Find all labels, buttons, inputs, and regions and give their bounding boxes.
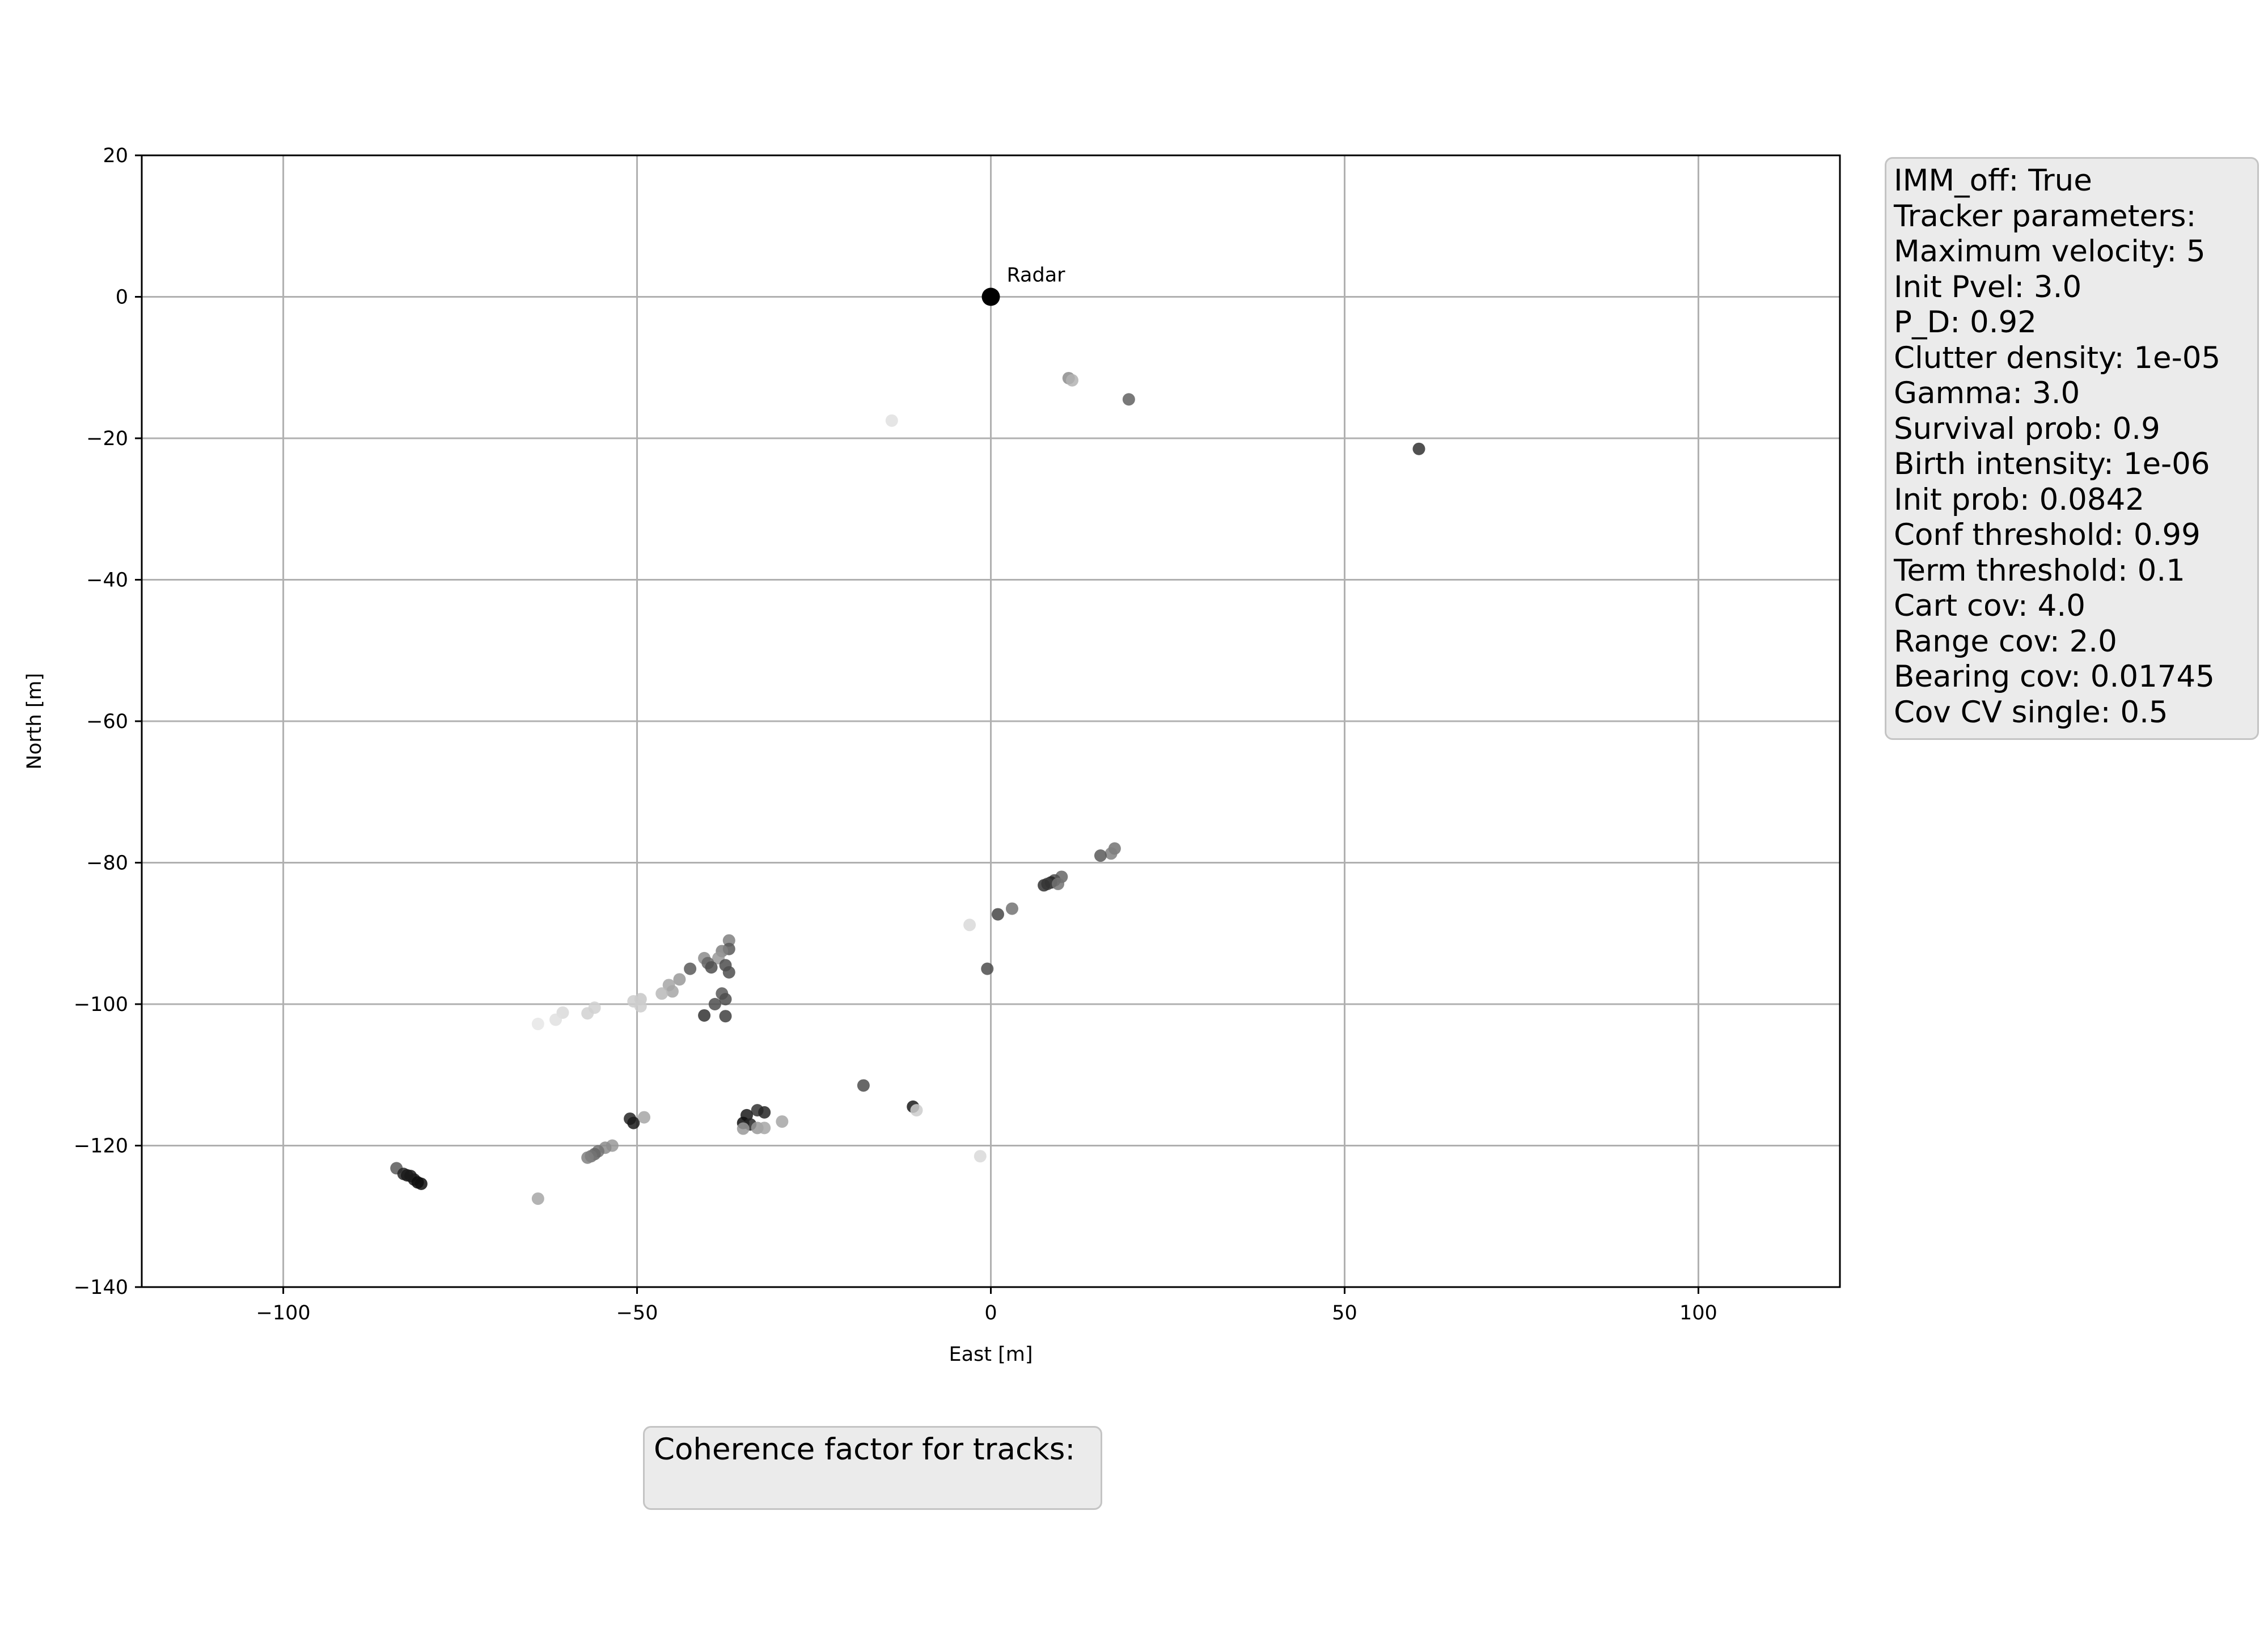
data-point [531, 1192, 544, 1205]
data-point [1005, 902, 1018, 915]
param-tracker-parameters: Tracker parameters: [1894, 198, 2197, 234]
param-imm-off: IMM_off: True [1894, 163, 2092, 198]
y-axis-ticks: 20 0 −20 −40 −60 −80 −100 −120 −140 [74, 145, 142, 1299]
radar-marker-group: Radar [981, 264, 1066, 306]
data-point [885, 414, 898, 427]
data-point [719, 993, 732, 1006]
x-tick-label: −50 [616, 1302, 658, 1324]
data-point [581, 1151, 594, 1164]
y-tick-label: 0 [116, 286, 128, 309]
data-point [1122, 393, 1135, 406]
param-p-d: P_D: 0.92 [1894, 305, 2037, 340]
y-tick-label: −60 [86, 710, 128, 733]
data-point [684, 962, 697, 975]
y-tick-label: −40 [86, 569, 128, 592]
data-point [981, 962, 994, 975]
x-axis-label: East [m] [949, 1343, 1033, 1366]
data-point [1105, 847, 1118, 860]
x-tick-label: 50 [1332, 1302, 1357, 1324]
data-point [627, 1116, 640, 1129]
data-point [737, 1122, 750, 1135]
y-tick-label: −120 [74, 1135, 128, 1158]
data-point [991, 908, 1004, 921]
data-point [666, 985, 679, 998]
param-range-cov: Range cov: 2.0 [1894, 624, 2117, 659]
x-axis-ticks: −100 −50 0 50 100 [256, 1287, 1717, 1324]
data-point [634, 1000, 647, 1013]
coherence-factor-box: Coherence factor for tracks: [643, 1426, 1102, 1510]
data-points [390, 371, 1425, 1205]
data-point [708, 998, 721, 1010]
param-bearing-cov: Bearing cov: 0.01745 [1894, 659, 2215, 694]
data-point [974, 1150, 987, 1163]
param-gamma: Gamma: 3.0 [1894, 376, 2080, 411]
y-tick-label: −140 [74, 1276, 128, 1299]
data-point [705, 961, 718, 974]
data-point [963, 919, 976, 932]
y-axis-label: North [m] [23, 673, 46, 769]
data-point [1038, 879, 1051, 892]
radar-label: Radar [1007, 264, 1066, 287]
data-point [719, 1010, 732, 1023]
data-point [1412, 442, 1425, 455]
data-point [638, 1111, 651, 1124]
data-point [581, 1007, 594, 1020]
data-point [698, 1009, 711, 1022]
param-survival-prob: Survival prob: 0.9 [1894, 411, 2160, 446]
data-point [655, 987, 668, 1000]
param-cart-cov: Cart cov: 4.0 [1894, 589, 2085, 623]
param-conf-threshold: Conf threshold: 0.99 [1894, 518, 2201, 552]
x-tick-label: 100 [1679, 1302, 1717, 1324]
param-birth-intensity: Birth intensity: 1e-06 [1894, 447, 2210, 481]
param-maximum-velocity: Maximum velocity: 5 [1894, 234, 2206, 269]
radar-marker [981, 287, 1000, 306]
data-point [531, 1017, 544, 1030]
data-point [414, 1177, 428, 1190]
data-point [758, 1122, 771, 1135]
param-init-pvel: Init Pvel: 3.0 [1894, 269, 2082, 304]
param-cov-cv-single: Cov CV single: 0.5 [1894, 695, 2168, 730]
data-point [1066, 374, 1079, 387]
x-tick-label: −100 [256, 1302, 311, 1324]
data-point [910, 1104, 923, 1117]
data-point [549, 1013, 562, 1026]
coherence-factor-title: Coherence factor for tracks: [654, 1432, 1076, 1467]
y-tick-label: −80 [86, 852, 128, 875]
data-point [1052, 877, 1065, 890]
data-point [1094, 849, 1107, 862]
data-point [857, 1079, 870, 1092]
param-term-threshold: Term threshold: 0.1 [1894, 553, 2185, 588]
data-point [776, 1115, 789, 1128]
tracker-parameters-box: IMM_off: True Tracker parameters: Maximu… [1885, 157, 2259, 740]
y-tick-label: −100 [74, 993, 128, 1016]
y-tick-label: −20 [86, 428, 128, 450]
x-tick-label: 0 [984, 1302, 997, 1324]
data-point [758, 1106, 771, 1119]
param-init-prob: Init prob: 0.0842 [1894, 482, 2145, 517]
param-clutter-density: Clutter density: 1e-05 [1894, 340, 2221, 375]
data-point [722, 966, 735, 979]
data-point [673, 973, 686, 986]
y-tick-label: 20 [103, 145, 128, 167]
